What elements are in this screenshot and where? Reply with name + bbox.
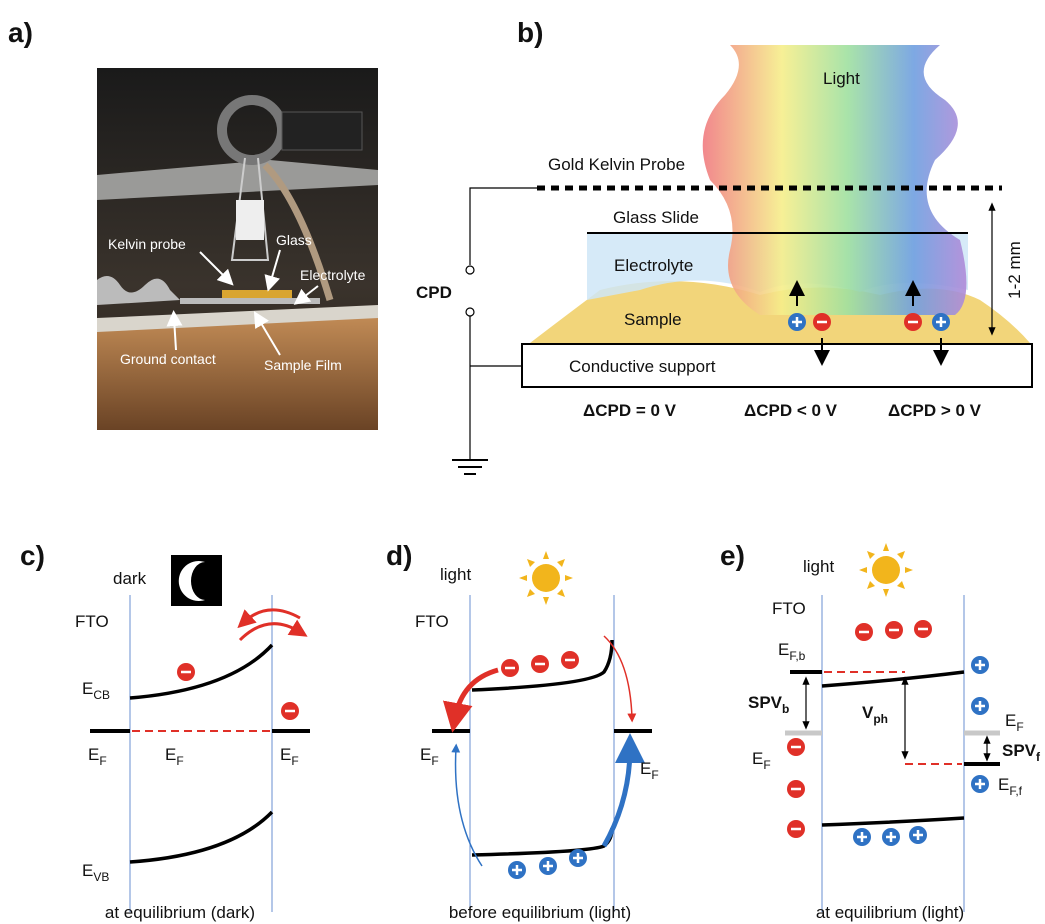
- case-label: ΔCPD < 0 V: [744, 401, 838, 420]
- hole: [932, 313, 950, 331]
- panel-label: b): [517, 17, 543, 48]
- hole: [971, 775, 989, 793]
- electron: [177, 663, 195, 681]
- annotation: Glass: [276, 232, 312, 248]
- panel-label: a): [8, 17, 33, 48]
- electron: [787, 738, 805, 756]
- level-label: EF: [1005, 711, 1024, 734]
- electrode-label: FTO: [772, 599, 806, 618]
- level-label: SPVf: [1002, 741, 1041, 764]
- level-label: EF: [640, 759, 659, 782]
- hole: [539, 857, 557, 875]
- electron: [904, 313, 922, 331]
- hole: [569, 849, 587, 867]
- sun-icon: [519, 551, 573, 605]
- condition-label: dark: [113, 569, 147, 588]
- panel-label: c): [20, 540, 45, 571]
- glass-label: Glass Slide: [613, 208, 699, 227]
- conduction-band: [130, 645, 272, 698]
- electron: [531, 655, 549, 673]
- hole: [853, 828, 871, 846]
- condition-label: light: [440, 565, 471, 584]
- annotation: Ground contact: [120, 351, 216, 367]
- electrode-label: FTO: [415, 612, 449, 631]
- level-label: ECB: [82, 679, 110, 702]
- cpd-label: CPD: [416, 283, 452, 302]
- panel-label: d): [386, 540, 412, 571]
- transfer-arrow: [604, 636, 632, 718]
- electrode-label: FTO: [75, 612, 109, 631]
- sun-icon: [859, 543, 913, 597]
- level-label: SPVb: [748, 693, 789, 716]
- moon-icon: [171, 555, 222, 606]
- level-label: EVB: [82, 861, 109, 884]
- caption: at equilibrium (dark): [105, 903, 255, 922]
- annotation: Electrolyte: [300, 267, 366, 283]
- hole: [971, 697, 989, 715]
- transfer-arrow: [240, 624, 300, 640]
- circuit: [452, 188, 537, 474]
- level-label: EF: [280, 745, 299, 768]
- annotation: Sample Film: [264, 357, 342, 373]
- caption: at equilibrium (light): [816, 903, 964, 922]
- level-label: EF: [88, 745, 107, 768]
- electron: [501, 659, 519, 677]
- light-label: Light: [823, 69, 860, 88]
- condition-label: light: [803, 557, 834, 576]
- level-label: EF: [420, 745, 439, 768]
- hole: [882, 828, 900, 846]
- sample-label: Sample: [624, 310, 682, 329]
- case-label: ΔCPD > 0 V: [888, 401, 982, 420]
- transfer-arrow: [455, 670, 498, 718]
- transfer-arrow: [604, 748, 630, 846]
- valence-band: [822, 818, 964, 825]
- hole: [508, 861, 526, 879]
- gap-label: 1-2 mm: [1005, 241, 1024, 299]
- caption: before equilibrium (light): [449, 903, 631, 922]
- electron: [914, 620, 932, 638]
- valence-band: [472, 828, 612, 855]
- level-label: EF,f: [998, 775, 1023, 798]
- conduction-band: [822, 672, 964, 686]
- level-label: EF,b: [778, 640, 806, 663]
- electron: [787, 820, 805, 838]
- hole: [909, 826, 927, 844]
- electron: [885, 621, 903, 639]
- annotation: Kelvin probe: [108, 236, 186, 252]
- potential-arrows: [806, 680, 987, 758]
- hole: [971, 656, 989, 674]
- level-label: EF: [752, 749, 771, 772]
- electron: [813, 313, 831, 331]
- electrolyte-label: Electrolyte: [614, 256, 693, 275]
- electron: [787, 780, 805, 798]
- valence-band: [130, 812, 272, 862]
- electron: [855, 623, 873, 641]
- electron: [561, 651, 579, 669]
- probe-label: Gold Kelvin Probe: [548, 155, 685, 174]
- electron: [281, 702, 299, 720]
- transfer-arrow: [456, 748, 482, 866]
- level-label: EF: [165, 745, 184, 768]
- case-label: ΔCPD = 0 V: [583, 401, 677, 420]
- panel-label: e): [720, 540, 745, 571]
- hole: [788, 313, 806, 331]
- level-label: Vph: [862, 703, 888, 726]
- figure: a) Kelvin probe Glass Electrolyte Ground…: [0, 0, 1045, 924]
- support-label: Conductive support: [569, 357, 716, 376]
